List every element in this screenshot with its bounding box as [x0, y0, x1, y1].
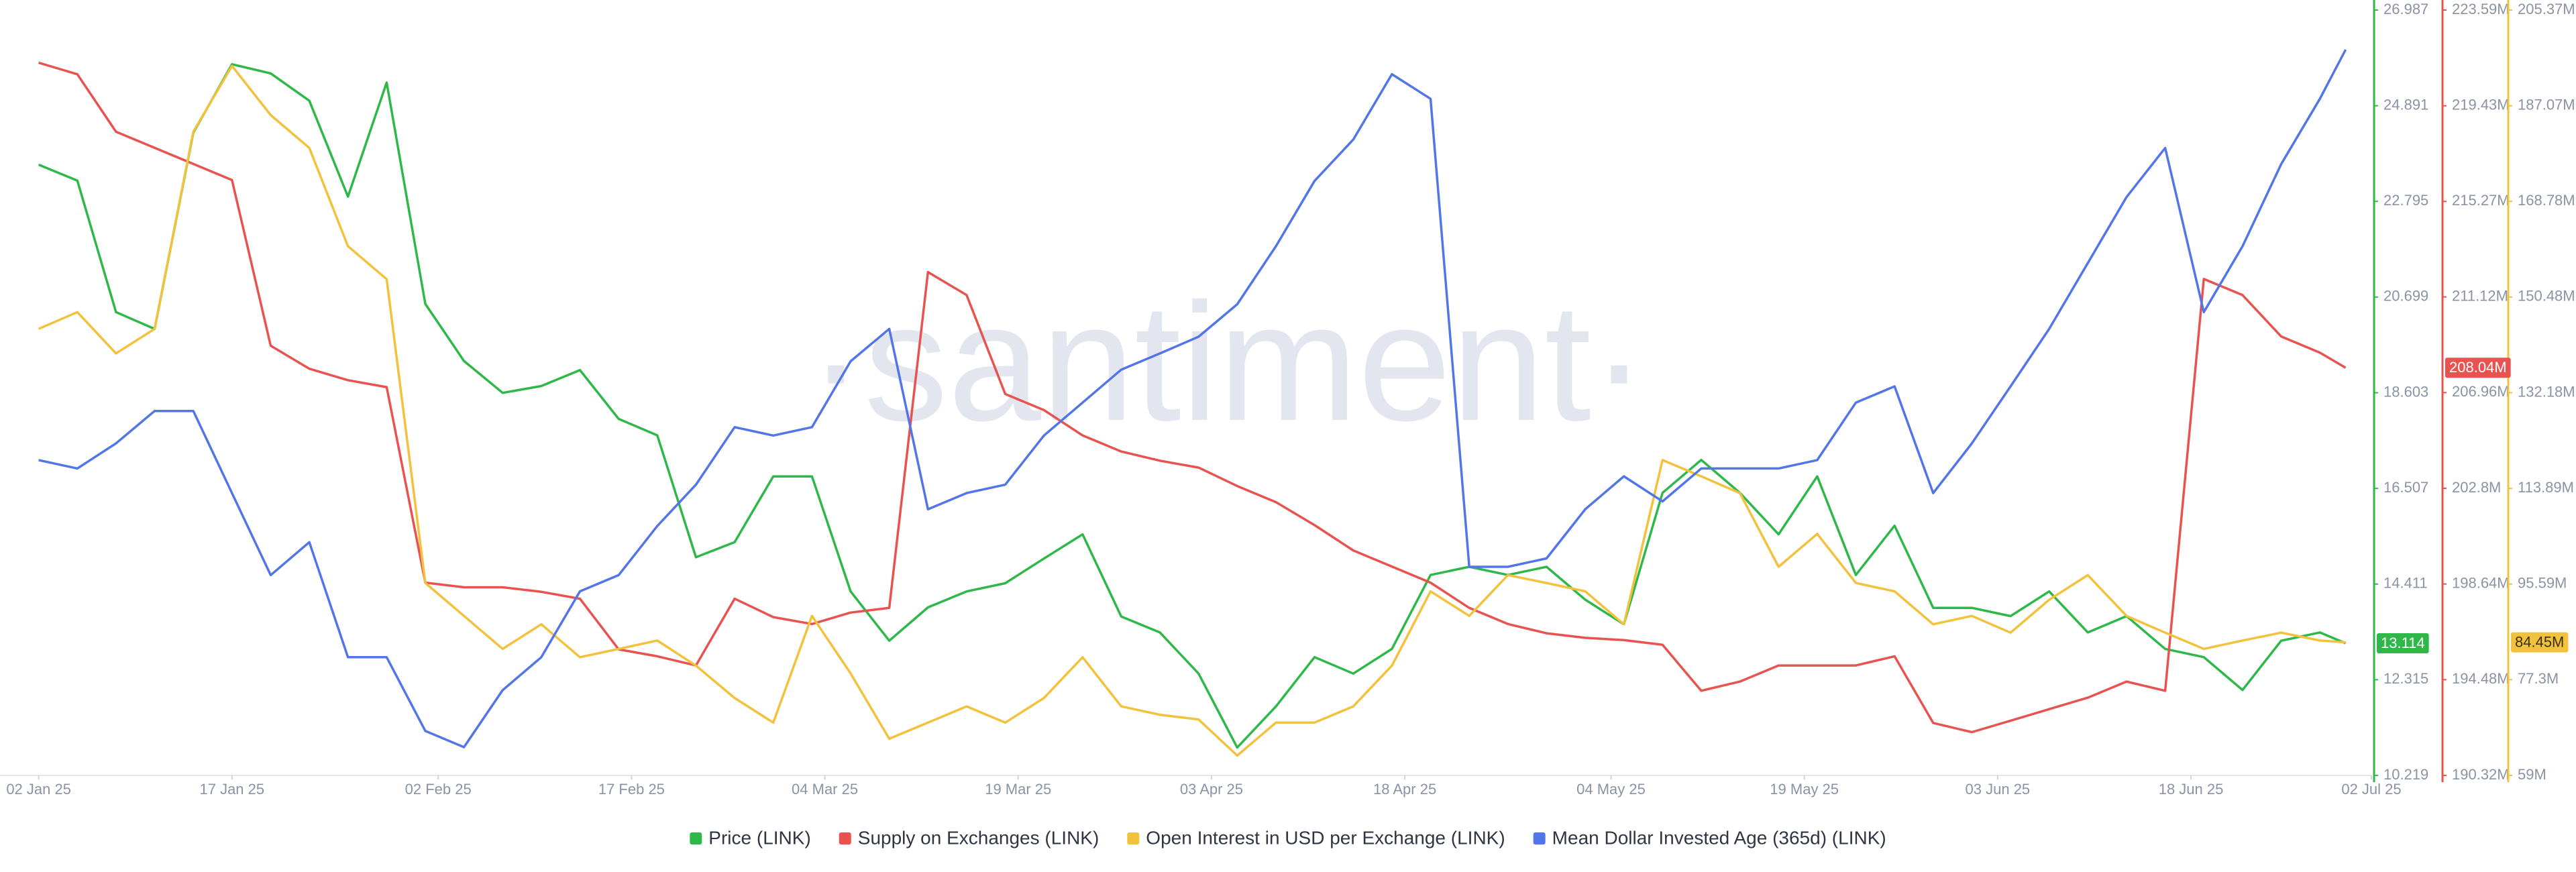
- y-tick-label: 113.89M: [2518, 479, 2574, 496]
- legend-label: Open Interest in USD per Exchange (LINK): [1146, 827, 1505, 848]
- y-tick-label: 24.891: [2383, 96, 2428, 113]
- x-tick-label: 04 Mar 25: [792, 781, 858, 798]
- x-tick-label: 02 Jul 25: [2341, 781, 2401, 798]
- watermark: ·santiment·: [808, 268, 1647, 455]
- legend-item: Open Interest in USD per Exchange (LINK): [1127, 827, 1505, 848]
- y-tick-label: 150.48M: [2518, 288, 2575, 305]
- y-tick-label: 211.12M: [2452, 287, 2508, 304]
- x-tick-label: 04 May 25: [1576, 781, 1646, 798]
- series-line: [38, 49, 2347, 749]
- y-tick-label: 202.8M: [2452, 479, 2501, 496]
- legend-swatch: [839, 832, 851, 844]
- y-tick-label: 190.32M: [2452, 766, 2510, 783]
- y-tick-label: 194.48M: [2452, 670, 2510, 687]
- current-value-box: [2377, 633, 2429, 654]
- current-value-box: [2511, 632, 2569, 653]
- legend-item: Mean Dollar Invested Age (365d) (LINK): [1533, 827, 1886, 848]
- y-tick-label: 198.64M: [2452, 574, 2510, 591]
- legend: Price (LINK) Supply on Exchanges (LINK) Op…: [690, 827, 1886, 848]
- y-tick-label: 10.219: [2383, 766, 2428, 783]
- x-tick-label: 03 Apr 25: [1180, 781, 1243, 798]
- current-value-tag: 13.114: [2377, 633, 2429, 654]
- y-tick-label: 187.07M: [2518, 96, 2575, 113]
- y-tick-label: 205.37M: [2518, 1, 2575, 17]
- current-value-label: 208.04M: [2449, 359, 2507, 376]
- legend-swatch: [1127, 832, 1140, 844]
- x-tick-label: 18 Apr 25: [1373, 781, 1436, 798]
- y-tick-label: 59M: [2518, 766, 2546, 783]
- legend-label: Price (LINK): [708, 827, 810, 848]
- x-tick-label: 19 Mar 25: [985, 781, 1051, 798]
- y-tick-label: 77.3M: [2518, 670, 2559, 687]
- current-value-tag: 84.45M: [2511, 632, 2569, 653]
- y-tick-label: 22.795: [2383, 192, 2428, 209]
- x-tick-label: 19 May 25: [1770, 781, 1839, 798]
- x-tick-label: 03 Jun 25: [1966, 781, 2031, 798]
- y-tick-label: 18.603: [2383, 383, 2428, 400]
- legend-item: Price (LINK): [690, 827, 811, 848]
- current-value-label: 13.114: [2381, 635, 2425, 651]
- y-tick-label: 215.27M: [2452, 192, 2510, 209]
- series-line: [38, 64, 2346, 757]
- y-tick-label: 26.987: [2383, 1, 2428, 17]
- y-tick-label: 20.699: [2383, 288, 2428, 305]
- x-tick-label: 18 Jun 25: [2159, 781, 2224, 798]
- y-tick-label: 132.18M: [2518, 383, 2575, 400]
- current-value-label: 84.45M: [2515, 633, 2564, 650]
- x-tick-label: 02 Feb 25: [405, 781, 472, 798]
- series-line: [38, 63, 2347, 749]
- y-tick-label: 223.59M: [2452, 1, 2510, 17]
- x-tick-label: 17 Jan 25: [199, 781, 264, 798]
- y-tick-label: 168.78M: [2518, 192, 2575, 209]
- x-tick-label: 17 Feb 25: [598, 781, 665, 798]
- legend-label: Mean Dollar Invested Age (365d) (LINK): [1552, 827, 1886, 848]
- y-tick-label: 12.315: [2383, 670, 2428, 687]
- y-tick-label: 14.411: [2383, 575, 2428, 592]
- legend-item: Supply on Exchanges (LINK): [839, 827, 1099, 848]
- legend-swatch: [1533, 832, 1546, 844]
- y-tick-label: 95.59M: [2518, 575, 2567, 592]
- legend-label: Supply on Exchanges (LINK): [858, 827, 1099, 848]
- current-value-box: [2445, 358, 2511, 378]
- y-tick-label: 206.96M: [2452, 383, 2510, 400]
- legend-swatch: [690, 832, 702, 844]
- y-tick-label: 16.507: [2383, 479, 2428, 496]
- y-tick-label: 219.43M: [2452, 96, 2510, 113]
- x-tick-label: 02 Jan 25: [6, 781, 71, 798]
- current-value-tag: 208.04M: [2445, 358, 2511, 378]
